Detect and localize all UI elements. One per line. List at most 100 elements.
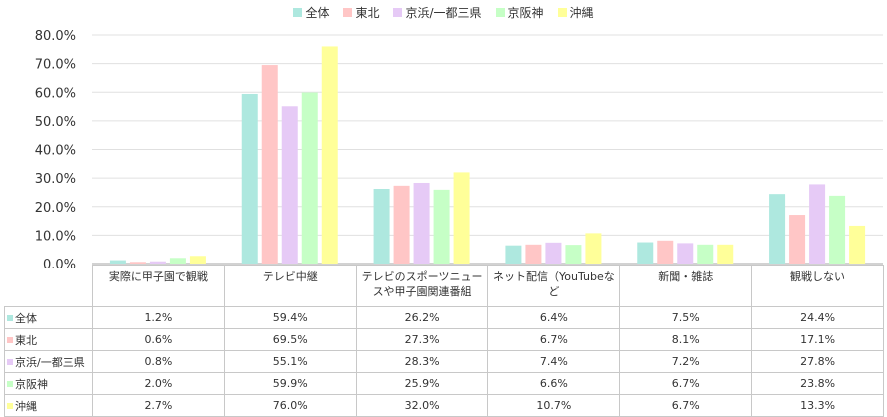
bar: [149, 261, 166, 264]
y-tick-label: 50.0%: [35, 115, 76, 130]
data-label: 69.5%: [223, 328, 357, 351]
table-row: 京阪神 2.0% 59.9% 25.9% 6.6% 6.7% 23.8%: [4, 372, 884, 395]
data-label: 27.8%: [751, 350, 884, 373]
category-label: ネット配信（YouTubeなど: [487, 265, 621, 307]
data-label: 2.7%: [92, 394, 225, 417]
series-swatch: [7, 314, 13, 321]
legend-swatch: [393, 7, 403, 17]
bar: [545, 242, 562, 264]
series-swatch: [7, 358, 13, 365]
table-row: 沖縄 2.7% 76.0% 32.0% 10.7% 6.7% 13.3%: [4, 394, 884, 417]
series-label: 沖縄: [4, 394, 93, 417]
bar: [169, 258, 186, 264]
legend-item: 東北: [343, 3, 379, 21]
bar: [789, 215, 806, 264]
series-swatch: [7, 336, 13, 343]
y-tick-label: 0.0%: [43, 258, 76, 268]
data-label: 13.3%: [751, 394, 884, 417]
data-label: 28.3%: [355, 350, 489, 373]
bar: [413, 182, 430, 264]
table-row: 全体 1.2% 59.4% 26.2% 6.4% 7.5% 24.4%: [4, 306, 884, 329]
data-label: 6.6%: [487, 372, 621, 395]
legend-swatch: [293, 7, 303, 17]
bar: [241, 93, 258, 264]
legend-swatch: [495, 7, 505, 17]
bar: [129, 262, 146, 264]
data-label: 6.7%: [487, 328, 621, 351]
data-label: 26.2%: [355, 306, 489, 329]
data-label: 6.7%: [619, 372, 753, 395]
bar: [109, 260, 126, 264]
series-swatch: [7, 380, 13, 387]
y-tick-label: 70.0%: [35, 58, 76, 73]
table-row: 京浜/一都三県 0.8% 55.1% 28.3% 7.4% 7.2% 27.8%: [4, 350, 884, 373]
bar: [433, 189, 450, 264]
data-label: 10.7%: [487, 394, 621, 417]
category-label: テレビのスポーツニュースや甲子園関連番組: [355, 265, 489, 307]
bar: [637, 242, 654, 264]
data-label: 8.1%: [619, 328, 753, 351]
data-label: 55.1%: [223, 350, 357, 373]
chart-legend: 全体 東北 京浜/一都三県 京阪神 沖縄: [0, 3, 887, 21]
y-tick-label: 30.0%: [35, 172, 76, 187]
data-label: 24.4%: [751, 306, 884, 329]
legend-swatch: [557, 7, 567, 17]
data-label: 1.2%: [92, 306, 225, 329]
table-row: 東北 0.6% 69.5% 27.3% 6.7% 8.1% 17.1%: [4, 328, 884, 351]
bar: [261, 65, 278, 265]
bar: [189, 256, 206, 264]
data-table: 実際に甲子園で観戦 テレビ中継 テレビのスポーツニュースや甲子園関連番組 ネット配信（…: [4, 265, 884, 417]
data-label: 76.0%: [223, 394, 357, 417]
y-tick-label: 60.0%: [35, 86, 76, 101]
legend-label: 京阪神: [507, 5, 544, 20]
bar: [809, 184, 826, 264]
data-label: 0.6%: [92, 328, 225, 351]
category-label: 実際に甲子園で観戦: [92, 265, 225, 307]
series-label: 京阪神: [4, 372, 93, 395]
data-label: 25.9%: [355, 372, 489, 395]
bar: [829, 195, 846, 264]
bar: [717, 244, 734, 264]
legend-label: 沖縄: [569, 5, 594, 20]
data-label: 7.4%: [487, 350, 621, 373]
bar: [301, 92, 318, 264]
data-label: 6.4%: [487, 306, 621, 329]
table-corner: [4, 265, 93, 307]
series-label: 全体: [4, 306, 93, 329]
y-tick-label: 40.0%: [35, 144, 76, 159]
data-label: 17.1%: [751, 328, 884, 351]
legend-item: 京阪神: [495, 3, 544, 21]
y-tick-label: 80.0%: [35, 29, 76, 44]
chart-plot: 0.0% 10.0% 20.0% 30.0% 40.0% 50.0% 60.0% 70.0% 8…: [35, 29, 883, 268]
bar: [281, 106, 298, 265]
data-label: 7.5%: [619, 306, 753, 329]
y-tick-label: 20.0%: [35, 201, 76, 216]
bar: [505, 245, 522, 264]
data-label: 2.0%: [92, 372, 225, 395]
legend-label: 全体: [305, 5, 330, 20]
category-label: 新聞・雑誌: [619, 265, 753, 307]
bar: [585, 233, 602, 264]
bar: [565, 245, 582, 264]
bar: [657, 240, 674, 264]
bar: [321, 46, 338, 265]
data-label: 23.8%: [751, 372, 884, 395]
bar: [769, 194, 786, 264]
data-label: 59.4%: [223, 306, 357, 329]
bar: [849, 225, 866, 264]
legend-label: 京浜/一都三県: [405, 5, 482, 20]
bar: [697, 244, 714, 264]
bar: [677, 243, 694, 264]
legend-item: 全体: [293, 3, 329, 21]
bar: [525, 244, 542, 264]
series-label: 京浜/一都三県: [4, 350, 93, 373]
data-label: 32.0%: [355, 394, 489, 417]
data-label: 6.7%: [619, 394, 753, 417]
data-label: 27.3%: [355, 328, 489, 351]
data-label: 7.2%: [619, 350, 753, 373]
legend-item: 沖縄: [557, 3, 594, 21]
data-label: 59.9%: [223, 372, 357, 395]
category-label: テレビ中継: [223, 265, 357, 307]
legend-label: 東北: [355, 5, 380, 20]
bar: [393, 185, 410, 264]
